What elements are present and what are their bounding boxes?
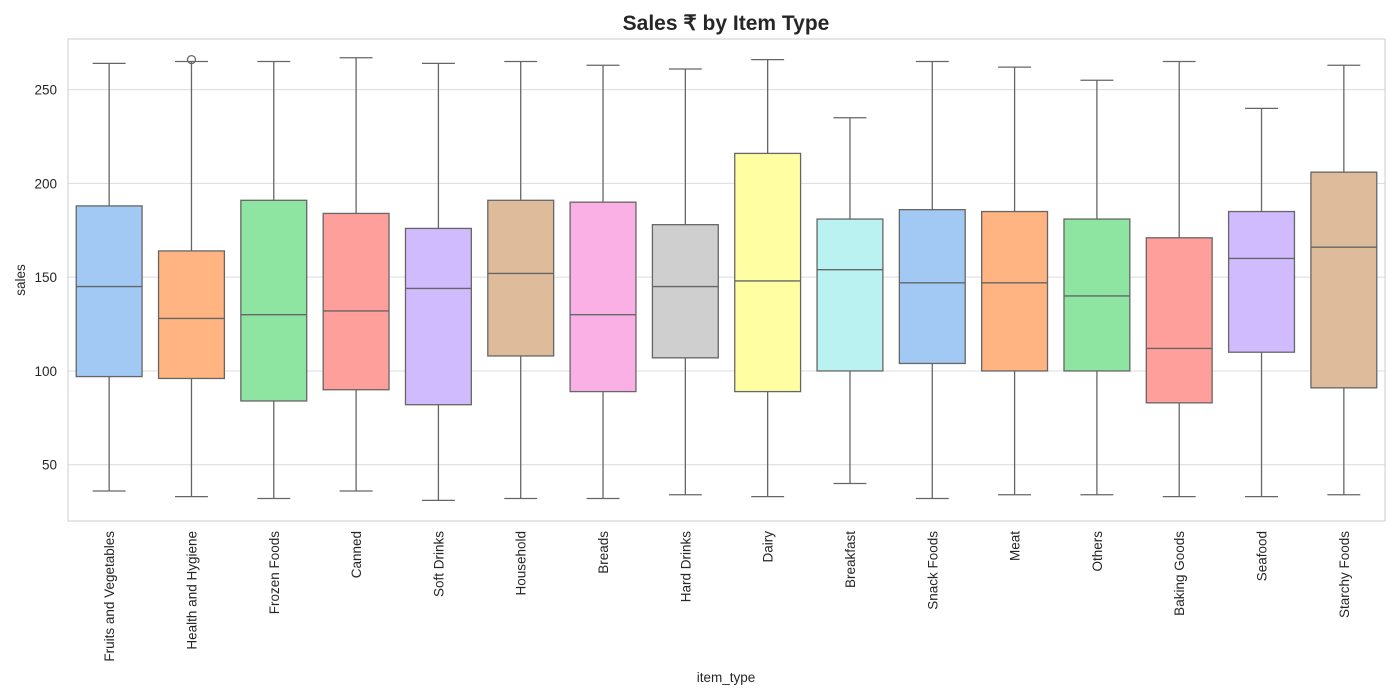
box: [75, 205, 143, 378]
box: [981, 210, 1049, 372]
box: [322, 212, 390, 391]
x-tick-label: Meat: [1008, 531, 1023, 561]
box: [240, 199, 308, 402]
plot-area: 50 100 150 200 250 Fruits and Vegetables Healt…: [34, 38, 1386, 662]
x-tick-label: Fruits and Vegetables: [102, 531, 117, 662]
x-tick-label: Snack Foods: [925, 531, 940, 610]
x-tick-label: Soft Drinks: [431, 531, 446, 597]
box: [404, 227, 472, 406]
y-tick-label: 250: [34, 83, 57, 98]
box: [898, 209, 966, 365]
box: [1145, 237, 1213, 404]
x-tick-label: Seafood: [1255, 531, 1270, 581]
y-tick-label: 200: [34, 176, 57, 191]
x-tick-label: Dairy: [761, 531, 776, 563]
box: [1063, 218, 1131, 372]
outlier-point: [186, 54, 197, 65]
x-tick-label: Household: [514, 531, 529, 596]
x-tick-label: Canned: [349, 531, 364, 578]
y-axis-label: sales: [13, 264, 28, 296]
x-tick-label: Hard Drinks: [678, 531, 693, 603]
x-tick-label: Health and Hygiene: [184, 531, 199, 650]
box: [487, 199, 555, 357]
box: [569, 201, 637, 393]
x-tick-label: Breakfast: [843, 531, 858, 588]
plot-frame: [67, 38, 1386, 522]
x-tick-label: Others: [1090, 531, 1105, 572]
box: [1227, 210, 1296, 353]
box: [157, 250, 226, 380]
y-tick-label: 50: [42, 458, 57, 473]
box: [651, 224, 719, 359]
x-tick-label: Starchy Foods: [1337, 531, 1352, 618]
box: [816, 218, 884, 372]
box: [734, 152, 802, 393]
y-tick-label: 150: [34, 270, 57, 285]
x-tick-label: Baking Goods: [1172, 531, 1187, 616]
box: [1310, 171, 1378, 389]
x-axis-label: item_type: [697, 670, 756, 685]
chart-title: Sales ₹ by Item Type: [623, 12, 830, 35]
y-tick-label: 100: [34, 364, 57, 379]
x-tick-label: Breads: [596, 531, 611, 574]
x-tick-label: Frozen Foods: [267, 531, 282, 615]
